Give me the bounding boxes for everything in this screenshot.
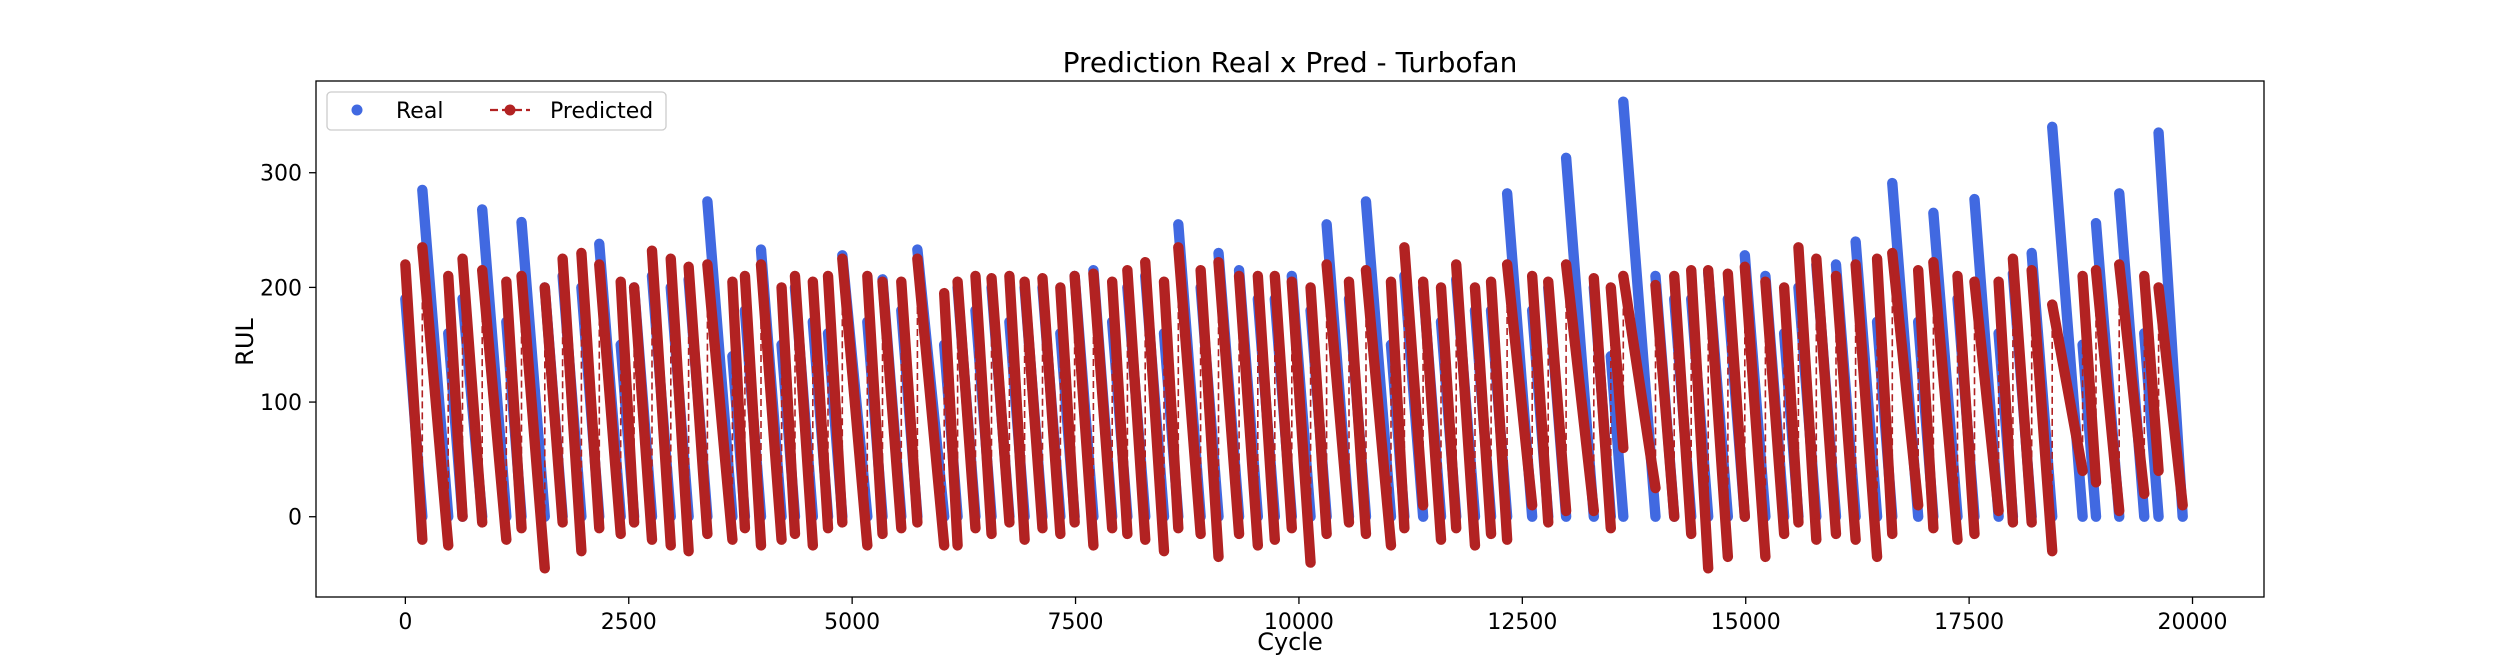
legend-real-marker	[351, 104, 363, 116]
x-tick-label: 10000	[1264, 610, 1334, 635]
plot-area	[315, 80, 2265, 598]
legend-predicted-marker	[504, 104, 516, 116]
x-tick-label: 0	[398, 610, 412, 635]
x-tick-label: 12500	[1487, 610, 1557, 635]
x-tick-label: 20000	[2158, 610, 2228, 635]
y-axis-ticks: 0 100 200 300	[260, 162, 316, 531]
x-tick-label: 17500	[1934, 610, 2004, 635]
legend-real-label: Real	[396, 99, 443, 124]
y-axis-label: RUL	[231, 318, 259, 366]
y-tick-label: 0	[288, 506, 302, 531]
plot-frame	[315, 80, 2265, 598]
x-tick-label: 5000	[824, 610, 880, 635]
predicted-unit-markers	[1004, 270, 1030, 545]
y-tick-label: 300	[260, 162, 302, 187]
x-tick-label: 7500	[1048, 610, 1104, 635]
legend-predicted-label: Predicted	[550, 99, 653, 124]
chart-title: Prediction Real x Pred - Turbofan	[1063, 46, 1518, 79]
x-tick-label: 2500	[601, 610, 657, 635]
y-tick-label: 200	[260, 276, 302, 301]
series-layer	[400, 96, 2188, 574]
predicted-unit-markers	[1252, 270, 1281, 545]
y-tick-label: 100	[260, 391, 302, 416]
series-predicted	[400, 242, 2188, 574]
x-axis-label: Cycle	[1257, 628, 1323, 656]
x-tick-label: 15000	[1711, 610, 1781, 635]
x-axis-ticks: 0 2500 5000 7500 10000 12500 15000 17500 20000	[398, 597, 2228, 635]
predicted-unit-markers	[1969, 276, 2004, 517]
predicted-unit-markers	[457, 253, 488, 528]
predicted-unit-markers	[665, 253, 694, 557]
legend: Real Predicted	[326, 91, 667, 131]
predicted-dashed-line	[404, 247, 2184, 569]
real-unit-markers	[1605, 351, 1629, 522]
